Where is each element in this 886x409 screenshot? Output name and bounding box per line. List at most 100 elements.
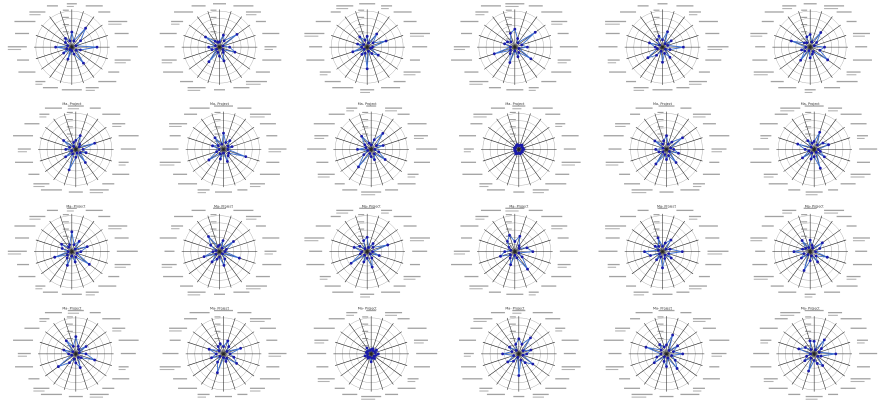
axis-label-mark: [824, 5, 845, 7]
radar-data-point: [222, 345, 225, 349]
ring-tick-label: [653, 9, 660, 11]
radar-data-point: [369, 155, 373, 158]
axis-label-mark: [824, 87, 841, 89]
radar-data-point: [812, 155, 816, 158]
radar-data-point: [381, 144, 385, 147]
axis-label-mark: [409, 263, 420, 266]
radar-spoke: [340, 149, 372, 172]
radar-spoke: [39, 341, 76, 355]
radar-chart: Ma- Project: [13, 309, 139, 409]
axis-label-mark: [688, 80, 707, 83]
radar-data-point: [654, 162, 658, 166]
axis-label-mark: [66, 5, 74, 8]
axis-label-mark: [753, 74, 768, 76]
radar-spoke: [355, 215, 368, 252]
axis-label-mark: [361, 191, 382, 193]
radar-spoke: [367, 251, 398, 275]
axis-label-mark: [760, 135, 772, 137]
axis-label-mark: [361, 194, 376, 196]
axis-label-mark: [788, 393, 801, 396]
radar-data-point: [218, 342, 222, 345]
axis-label-mark: [626, 285, 637, 287]
radar-chart: Ma- Project: [7, 207, 138, 311]
axis-label-mark: [249, 113, 271, 115]
radar-data-point: [216, 360, 219, 364]
radar-data-point: [517, 247, 521, 250]
radar-data-point: [232, 355, 236, 359]
axis-label-mark: [98, 215, 111, 218]
radar-spoke: [662, 46, 694, 70]
axis-label-mark: [268, 148, 287, 150]
axis-label-mark: [782, 209, 797, 212]
axis-label-mark: [633, 294, 645, 296]
axis-label-mark: [245, 11, 261, 13]
radar-data-point: [71, 152, 75, 156]
radar-spoke: [75, 126, 107, 150]
radar-data-point: [371, 349, 375, 353]
axis-label-mark: [120, 352, 136, 355]
radar-chart: Ma- Project: [603, 309, 730, 409]
axis-label-mark: [197, 192, 206, 194]
radar-data-point: [669, 238, 673, 242]
radar-data-point: [352, 246, 356, 249]
ring-tick-label: [509, 323, 516, 325]
radar-spoke: [370, 149, 384, 186]
ring-tick-label: [805, 133, 812, 135]
radar-data-point: [371, 250, 374, 254]
ring-tick-label: [505, 214, 512, 216]
axis-label-mark: [33, 185, 45, 188]
radar-data-point: [812, 44, 816, 48]
radar-data-point: [64, 147, 68, 151]
radar-data-point: [663, 241, 667, 245]
axis-label-mark: [67, 105, 84, 107]
radar-data-point: [56, 365, 60, 368]
radar-data-point: [661, 146, 665, 150]
axis-label-mark: [334, 183, 345, 185]
axis-label-mark: [688, 14, 698, 16]
ring-tick-label: [66, 316, 73, 318]
radar-spoke: [223, 113, 236, 150]
axis-label-mark: [313, 327, 335, 329]
radar-spoke: [340, 353, 372, 377]
axis-label-mark: [360, 91, 370, 94]
ring-tick-label: [362, 323, 369, 325]
axis-label-mark: [259, 327, 276, 329]
radar-data-point: [665, 365, 668, 368]
ring-tick-label: [66, 337, 73, 340]
radar-data-point: [804, 346, 807, 349]
axis-label-mark: [633, 87, 649, 89]
chart-caption: Ma- Project: [358, 102, 378, 106]
radar-data-point: [367, 49, 370, 53]
radar-spoke: [482, 341, 519, 355]
radar-data-point: [375, 348, 378, 352]
ring-tick-label: [362, 111, 369, 113]
radar-chart: Ma- Project: [159, 3, 282, 106]
radar-data-point: [666, 356, 670, 360]
axis-label-mark: [545, 387, 567, 389]
axis-label-mark: [233, 209, 254, 212]
axis-label-mark: [89, 311, 101, 314]
radar-data-point: [811, 50, 815, 53]
axis-label-mark: [846, 74, 857, 76]
radar-data-point: [519, 358, 523, 362]
axis-label-mark: [245, 215, 261, 218]
radar-data-point: [211, 250, 215, 254]
radar-spoke: [201, 353, 224, 385]
radar-spoke: [359, 149, 372, 186]
radar-data-point: [529, 336, 532, 340]
radar-data-point: [222, 263, 226, 267]
radar-spoke: [75, 317, 88, 354]
radar-data-point: [78, 366, 82, 369]
ring-tick-label: [214, 126, 221, 128]
axis-label-mark: [709, 161, 720, 163]
axis-label-mark: [605, 164, 619, 166]
radar-spoke: [783, 126, 815, 150]
axis-label-mark: [463, 151, 471, 153]
radar-spoke: [370, 353, 384, 390]
axis-label-mark: [463, 352, 474, 355]
radar-data-point: [221, 252, 224, 256]
ring-tick-label: [358, 242, 365, 245]
axis-label-mark: [161, 59, 177, 61]
radar-data-point: [517, 47, 521, 50]
radar-spoke: [331, 251, 368, 264]
